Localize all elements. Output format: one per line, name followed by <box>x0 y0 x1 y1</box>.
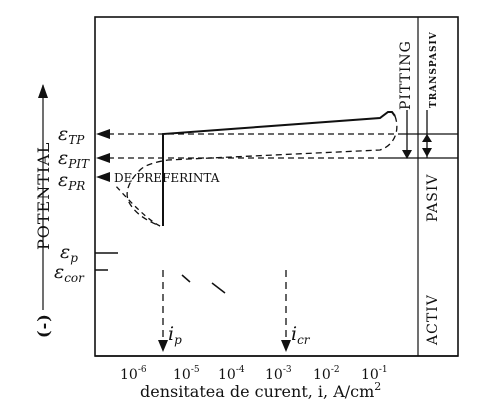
region-transpasiv-label: TRANSPASIV <box>429 31 439 108</box>
x-axis-label: densitatea de curent, i, A/cm2 <box>140 380 381 401</box>
guide-pit-arrowhead <box>96 153 110 163</box>
x-tick: 10-4 <box>218 365 245 383</box>
x-tick: 10-2 <box>313 365 340 383</box>
dashed-reverse-curve <box>126 115 398 227</box>
y-axis-label: POTENTIAL <box>34 142 53 250</box>
region-activ-label: ACTIV <box>425 294 441 346</box>
eps-cor-label: εcor <box>54 261 85 285</box>
dashed-active-curve <box>114 184 161 227</box>
x-tick: 10-6 <box>120 365 147 383</box>
y-axis-sign: (-) <box>34 313 53 338</box>
preferinta-note: DE PREFERINTA <box>114 171 220 185</box>
eps-pit-label: εPIT <box>58 147 90 171</box>
x-tick: 10-1 <box>361 365 388 383</box>
ip-label: ip <box>168 323 182 347</box>
region-pasiv-label: PASIV <box>425 174 441 222</box>
solid-polarization-curve <box>162 111 396 226</box>
guide-pr-arrowhead <box>96 172 110 182</box>
active-dash-2 <box>211 282 226 294</box>
transpasiv-arrowhead-up <box>422 134 432 142</box>
transpasiv-arrowhead-down <box>422 148 432 157</box>
guide-tp-arrowhead <box>96 129 110 139</box>
icr-marker-arrowhead <box>281 340 291 352</box>
ip-marker-arrowhead <box>158 340 168 352</box>
eps-pr-label: εPR <box>58 169 85 193</box>
eps-tp-label: εTP <box>58 123 85 147</box>
x-tick: 10-3 <box>265 365 292 383</box>
region-pitting-label: PITTING <box>398 40 414 110</box>
x-tick: 10-5 <box>173 365 200 383</box>
active-dash-1 <box>181 274 191 283</box>
icr-label: icr <box>291 323 311 347</box>
eps-p-label: εp <box>60 241 78 265</box>
pitting-arrowhead <box>402 150 412 159</box>
potential-axis-arrowhead <box>38 84 48 98</box>
